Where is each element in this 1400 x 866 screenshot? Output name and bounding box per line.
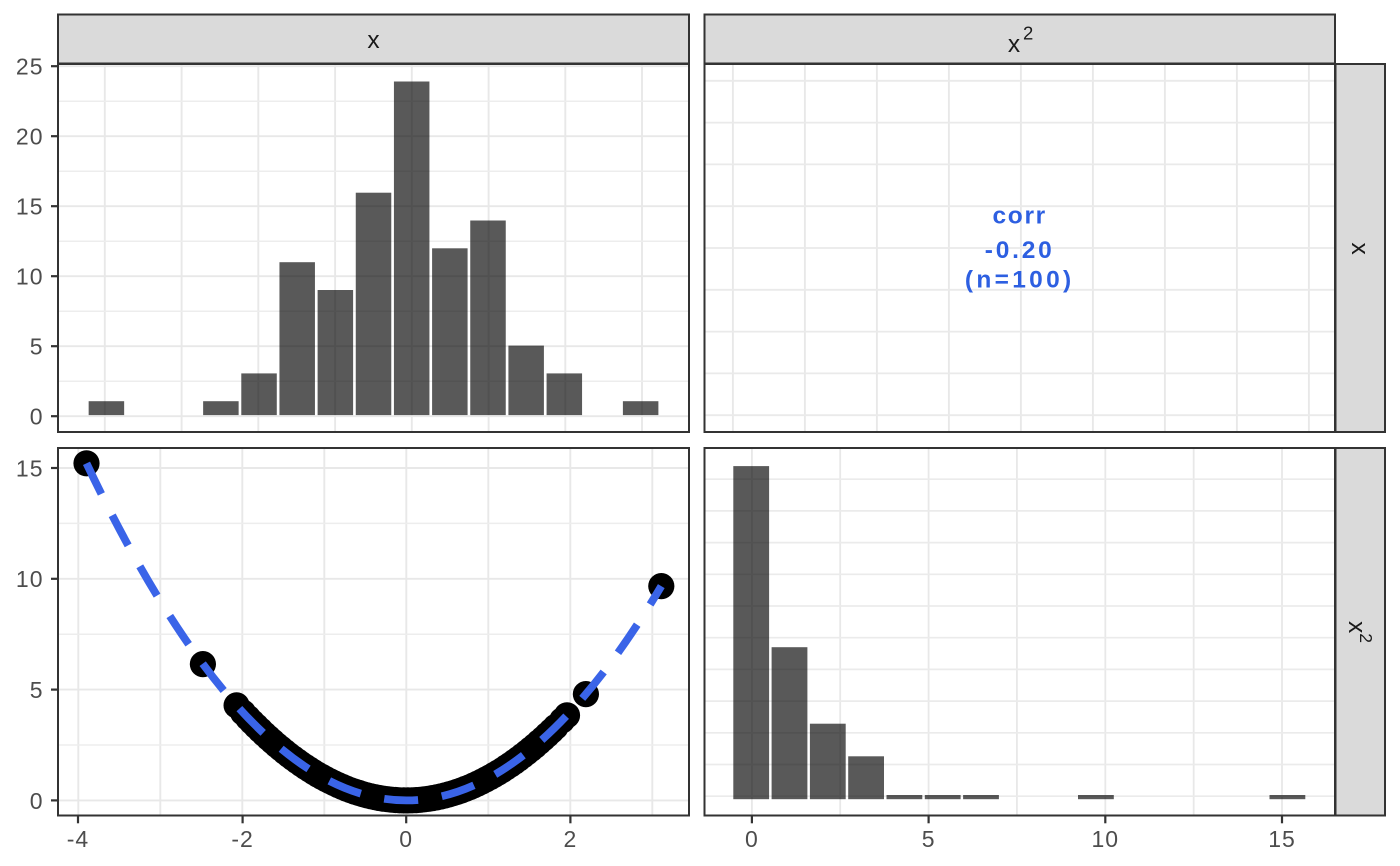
svg-text:15: 15 — [1268, 826, 1296, 852]
svg-text:15: 15 — [16, 194, 44, 220]
svg-text:10: 10 — [16, 566, 44, 592]
svg-text:10: 10 — [16, 264, 44, 290]
svg-text:corr: corr — [992, 203, 1046, 230]
svg-text:10: 10 — [1092, 826, 1120, 852]
svg-text:-4: -4 — [67, 826, 89, 852]
svg-text:x: x — [1008, 31, 1020, 58]
svg-text:5: 5 — [30, 677, 44, 703]
svg-text:-0.20: -0.20 — [985, 237, 1055, 264]
svg-text:25: 25 — [16, 54, 44, 80]
svg-text:2: 2 — [564, 826, 578, 852]
svg-text:0: 0 — [30, 788, 44, 814]
svg-text:5: 5 — [30, 334, 44, 360]
svg-text:15: 15 — [16, 455, 44, 481]
svg-text:x: x — [367, 27, 379, 54]
svg-text:x: x — [1346, 242, 1373, 254]
svg-text:5: 5 — [922, 826, 936, 852]
svg-text:(n=100): (n=100) — [965, 267, 1075, 294]
svg-text:20: 20 — [16, 124, 44, 150]
svg-text:0: 0 — [30, 404, 44, 430]
svg-text:-2: -2 — [231, 826, 253, 852]
svg-text:2: 2 — [1023, 23, 1033, 44]
svg-text:0: 0 — [745, 826, 759, 852]
svg-text:0: 0 — [399, 826, 413, 852]
